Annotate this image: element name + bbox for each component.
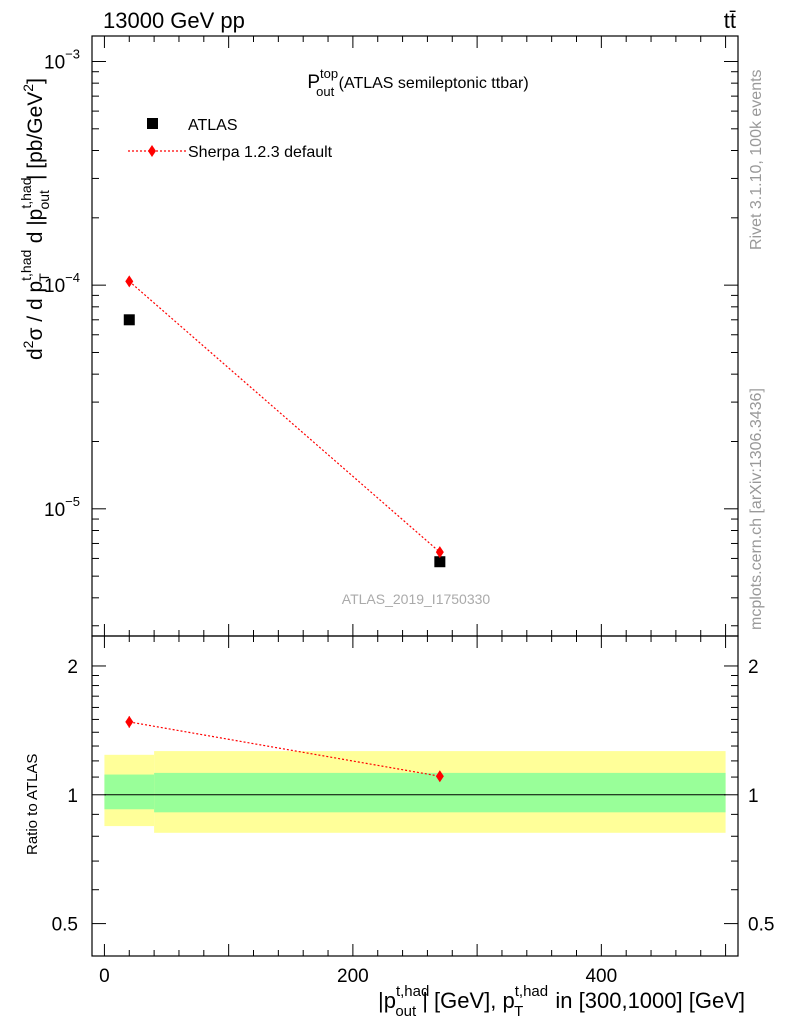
x-tick-label-0: 0 <box>99 966 110 987</box>
ratio-ytick-label-right-0: 0.5 <box>748 915 774 936</box>
y-axis-label: d2σ / d pt,had T d |pt,had out| [pb/GeV2] <box>18 78 52 360</box>
main-ytick-label-1: 10−4 <box>44 270 80 297</box>
legend-sherpa-marker <box>148 145 156 157</box>
main-ytick-label-0: 10−3 <box>44 46 80 73</box>
analysis-watermark: ATLAS_2019_I1750330 <box>342 591 491 607</box>
mcplots-label: mcplots.cern.ch [arXiv:1306.3436] <box>748 388 765 630</box>
sherpa-ratio-point-1 <box>435 770 444 783</box>
ratio-panel-frame <box>91 635 739 957</box>
ratio-ytick-label-right-1: 1 <box>748 786 759 807</box>
plot-title: Ptop out (ATLAS semileptonic ttbar) <box>307 66 528 99</box>
x-tick-label-200: 200 <box>337 966 369 987</box>
sherpa-line <box>128 280 441 553</box>
process-label: tt̄ <box>724 8 736 33</box>
x-tick-label-400: 400 <box>585 966 617 987</box>
legend-sherpa-label: Sherpa 1.2.3 default <box>188 144 333 161</box>
legend-atlas-marker <box>147 118 158 129</box>
legend-atlas-label: ATLAS <box>188 117 238 134</box>
ratio-ytick-label-left-0: 0.5 <box>52 915 78 936</box>
x-axis-label: |pt,had out | [GeV], pt,had T in [300,1000]… <box>378 983 745 1020</box>
ratio-band-green-0 <box>104 774 155 810</box>
ratio-ytick-label-left-2: 2 <box>67 657 78 678</box>
ratio-ytick-label-right-2: 2 <box>748 657 759 678</box>
atlas-point-1 <box>434 556 446 568</box>
sherpa-ratio-point-0 <box>125 715 134 728</box>
ratio-y-axis-label: Ratio to ATLAS <box>24 754 41 855</box>
sherpa-point-1 <box>435 546 444 559</box>
sherpa-ratio-line <box>129 721 440 777</box>
main-ytick-label-2: 10−5 <box>44 494 80 521</box>
atlas-point-0 <box>123 314 135 326</box>
ratio-ytick-label-left-1: 1 <box>67 786 78 807</box>
energy-label: 13000 GeV pp <box>103 8 245 33</box>
sherpa-point-0 <box>125 275 134 288</box>
rivet-label: Rivet 3.1.10, 100k events <box>748 69 765 250</box>
